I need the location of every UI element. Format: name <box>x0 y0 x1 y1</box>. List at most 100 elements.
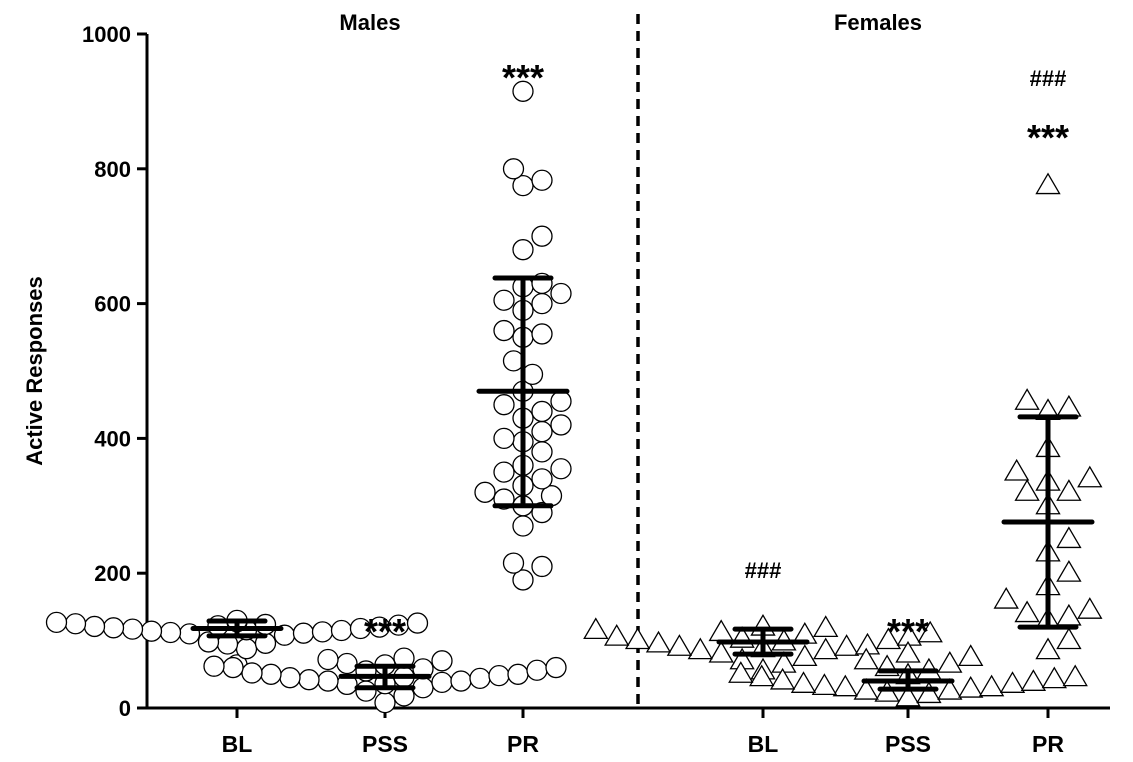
data-point <box>140 620 163 642</box>
data-point <box>604 624 630 646</box>
data-point <box>311 621 334 643</box>
data-point <box>1035 637 1061 660</box>
data-point <box>512 80 534 102</box>
data-point <box>531 292 553 315</box>
data-point <box>1003 458 1030 481</box>
data-point <box>474 481 496 503</box>
x-category-label: PR <box>1032 731 1064 757</box>
data-point <box>1077 465 1103 488</box>
data-point <box>1056 560 1082 582</box>
data-point <box>811 673 838 696</box>
data-point <box>531 225 553 247</box>
data-point <box>102 617 125 639</box>
panel-title: Males <box>339 10 400 35</box>
data-point <box>488 664 510 687</box>
data-point <box>687 637 713 660</box>
data-point <box>531 169 553 191</box>
data-point <box>64 613 87 635</box>
data-point <box>336 652 358 675</box>
data-point <box>235 638 258 660</box>
data-point <box>583 617 609 640</box>
data-point <box>1056 479 1082 501</box>
data-point <box>450 670 472 692</box>
data-point <box>531 400 553 423</box>
data-point <box>531 468 553 490</box>
axes-layer: 0 200 400 600 800 1000 Active Responses BL PSS PR… <box>22 22 1110 757</box>
y-axis-title: Active Responses <box>22 276 47 466</box>
data-point <box>531 421 553 443</box>
data-point <box>512 515 534 537</box>
data-point <box>203 655 225 677</box>
data-point <box>749 664 775 687</box>
data-point <box>1020 669 1047 691</box>
significance-marker: ### <box>1030 66 1067 91</box>
data-point <box>708 619 734 642</box>
data-point <box>493 461 515 483</box>
data-point <box>45 611 68 634</box>
data-point <box>1062 664 1088 687</box>
data-point <box>813 637 839 660</box>
data-point <box>412 677 434 699</box>
data-point <box>993 586 1019 609</box>
y-tick-label: 1000 <box>82 22 131 47</box>
data-point <box>937 677 963 700</box>
data-point <box>833 634 860 656</box>
data-point <box>241 662 263 684</box>
x-category-label: PR <box>507 731 539 757</box>
data-point <box>493 427 515 450</box>
x-category-label: BL <box>748 731 779 757</box>
data-point <box>1035 172 1061 195</box>
data-point <box>260 663 282 685</box>
data-point <box>958 644 984 667</box>
data-point <box>159 621 182 644</box>
data-point <box>1056 627 1082 650</box>
data-point <box>769 667 796 690</box>
data-point <box>792 644 818 667</box>
significance-marker: *** <box>1027 117 1069 158</box>
significance-marker: *** <box>887 611 929 652</box>
data-point <box>292 622 315 644</box>
data-point <box>1041 666 1067 689</box>
error-bars-layer <box>190 275 1095 692</box>
y-tick-label: 600 <box>94 292 131 317</box>
data-point <box>317 670 339 692</box>
data-point <box>431 650 453 672</box>
data-point <box>317 648 339 671</box>
data-point <box>550 390 572 412</box>
data-point <box>958 675 984 698</box>
panel-layer: Males Females <box>339 10 922 708</box>
data-point <box>813 615 839 638</box>
data-point <box>330 619 353 642</box>
data-point <box>645 630 672 653</box>
data-point <box>1056 526 1082 549</box>
y-tick-label: 800 <box>94 157 131 182</box>
data-point <box>1014 388 1040 410</box>
data-point <box>493 319 515 342</box>
data-point <box>531 323 553 345</box>
data-point <box>895 640 921 663</box>
y-tick-label: 400 <box>94 426 131 451</box>
data-point <box>550 414 572 436</box>
data-point <box>1014 600 1040 623</box>
points-layer <box>45 80 1103 714</box>
data-point <box>1077 597 1103 619</box>
data-point <box>254 613 277 636</box>
x-category-label: PSS <box>885 731 931 757</box>
data-point <box>493 289 515 311</box>
data-point <box>1056 603 1082 626</box>
data-point <box>512 239 534 261</box>
data-point <box>512 569 534 591</box>
data-point <box>526 659 548 681</box>
data-point <box>708 640 734 663</box>
data-point <box>666 634 693 656</box>
data-point <box>374 691 396 714</box>
data-point <box>531 441 553 463</box>
data-point <box>121 618 144 640</box>
significance-layer: *** *** ### *** ### *** <box>364 57 1069 652</box>
data-point <box>222 656 244 679</box>
data-point <box>875 627 902 650</box>
data-point <box>937 651 963 673</box>
data-point <box>1056 394 1082 417</box>
data-point <box>790 671 817 693</box>
